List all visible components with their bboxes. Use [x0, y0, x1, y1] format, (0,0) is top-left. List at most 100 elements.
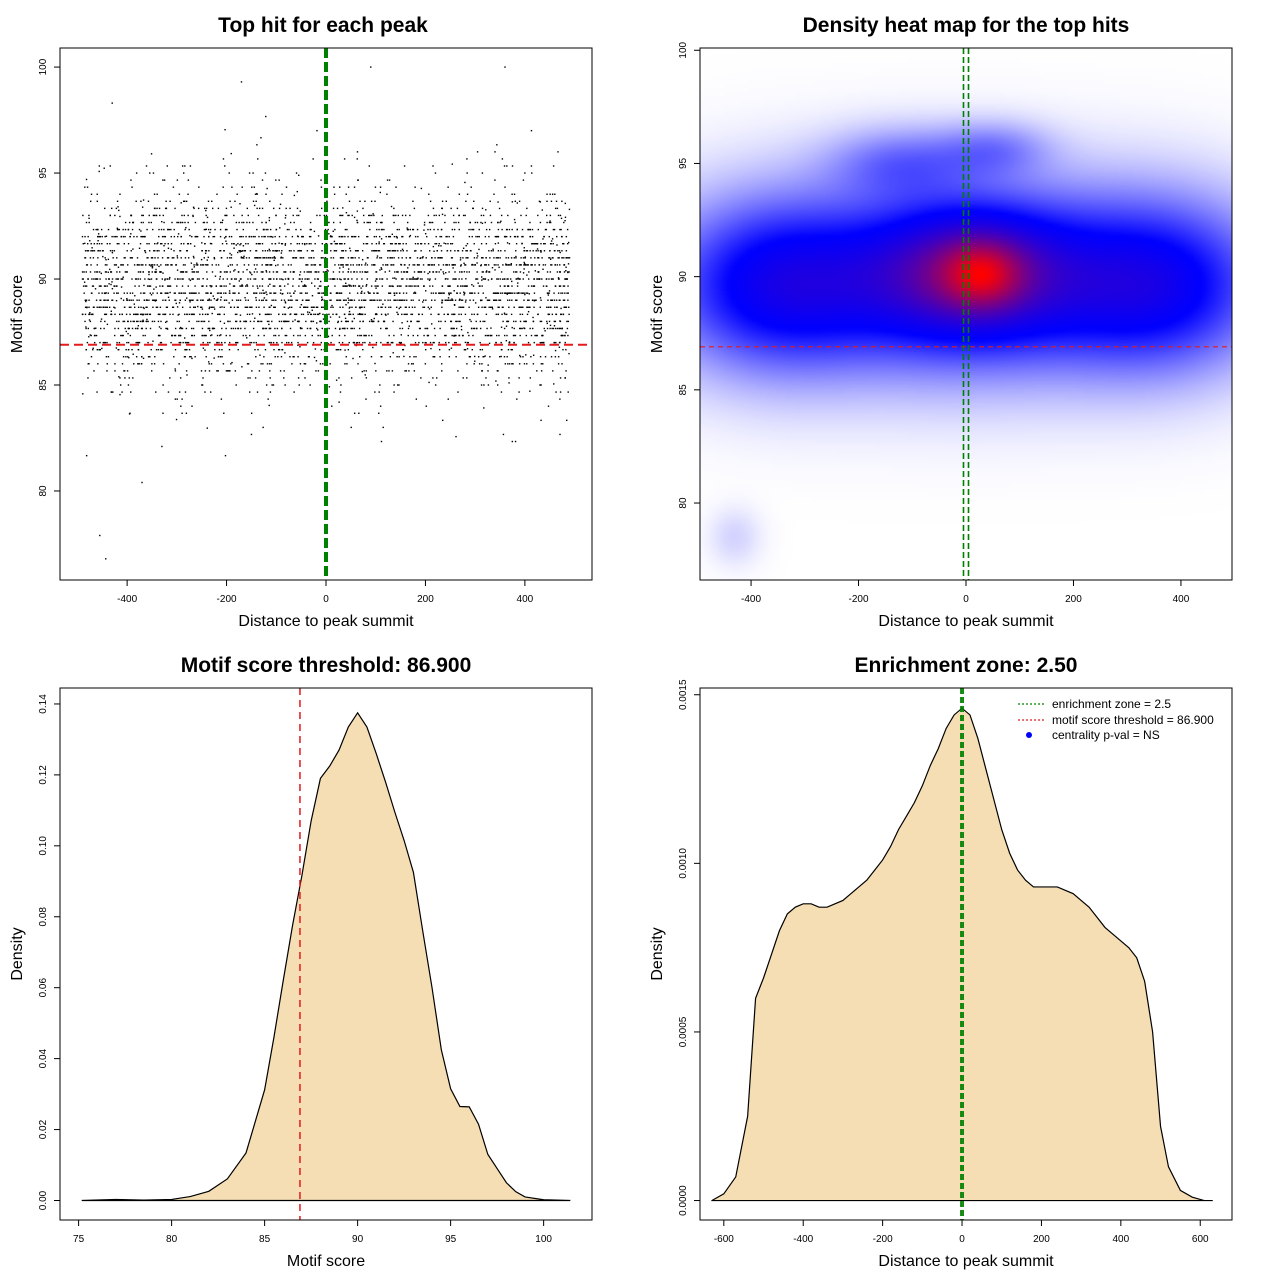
scatter-point	[148, 243, 150, 245]
scatter-point	[461, 278, 463, 280]
scatter-point	[498, 334, 500, 337]
scatter-point	[200, 370, 203, 372]
scatter-point	[374, 313, 377, 316]
scatter-point	[559, 398, 561, 400]
scatter-point	[434, 299, 436, 301]
legend-centrality-label: centrality p-val = NS	[1052, 728, 1160, 742]
scatter-point	[460, 264, 462, 266]
scatter-point	[317, 334, 319, 337]
scatter-point	[168, 285, 170, 287]
scatter-point	[88, 336, 90, 338]
scatter-point	[468, 235, 471, 238]
scatter-point	[362, 214, 365, 217]
scatter-point	[513, 306, 515, 308]
scatter-point	[444, 214, 446, 217]
scatter-point	[484, 264, 487, 266]
scatter-point	[352, 357, 354, 360]
scatter-point	[565, 331, 567, 334]
scatter-point	[429, 341, 432, 344]
scatter-point	[265, 270, 267, 272]
scatter-point	[564, 306, 566, 308]
scatter-point	[508, 228, 511, 231]
scatter-point	[227, 370, 230, 372]
scatter-point	[105, 356, 108, 358]
scatter-point	[183, 172, 185, 174]
scatter-point	[181, 292, 183, 294]
scatter-point	[527, 264, 529, 266]
scatter-point	[455, 341, 457, 344]
scatter-point	[268, 341, 271, 344]
scatter-point	[375, 341, 378, 344]
scatter-point	[239, 285, 241, 287]
scatter-point	[547, 299, 549, 301]
scatter-point	[392, 341, 394, 344]
scatter-point	[561, 250, 563, 252]
scatter-point	[535, 334, 538, 337]
score-density-title: Motif score threshold: 86.900	[181, 654, 472, 677]
scatter-point	[368, 320, 371, 323]
scatter-point	[88, 214, 90, 217]
scatter-point	[313, 356, 316, 359]
scatter-point	[245, 285, 247, 287]
scatter-point	[358, 313, 361, 316]
scatter-point	[191, 271, 193, 273]
scatter-point	[555, 299, 558, 301]
scatter-point	[269, 306, 271, 308]
scatter-point	[305, 299, 307, 301]
scatter-point	[167, 264, 169, 266]
scatter-point	[466, 348, 469, 350]
scatter-point	[429, 278, 431, 280]
scatter-point	[297, 356, 299, 358]
scatter-point	[240, 235, 242, 238]
scatter-point	[485, 243, 488, 245]
scatter-point	[170, 341, 172, 344]
scatter-point	[371, 243, 373, 245]
scatter-point	[343, 243, 346, 245]
scatter-point	[234, 327, 237, 330]
scatter-point	[325, 243, 327, 245]
scatter-point	[246, 337, 248, 339]
scatter-point	[396, 228, 399, 231]
scatter-point	[376, 292, 378, 294]
scatter-point	[258, 306, 260, 308]
scatter-point	[500, 391, 503, 393]
scatter-point	[320, 285, 322, 287]
scatter-point	[85, 299, 88, 301]
scatter-point	[469, 318, 471, 321]
scatter-point	[166, 257, 169, 259]
scatter-point	[289, 207, 291, 210]
scatter-point	[168, 299, 170, 301]
scatter-point	[409, 228, 412, 231]
scatter-point	[506, 356, 508, 358]
scatter-point	[273, 278, 275, 280]
scatter-point	[502, 320, 504, 323]
scatter-point	[147, 257, 149, 259]
scatter-point	[228, 341, 231, 344]
scatter-point	[167, 292, 169, 294]
scatter-point	[281, 193, 283, 195]
scatter-point	[336, 207, 339, 210]
scatter-point	[111, 288, 114, 290]
scatter-point	[193, 257, 195, 259]
scatter-point	[518, 292, 520, 294]
scatter-point	[451, 243, 454, 245]
scatter-point	[459, 298, 461, 300]
scatter-point	[381, 228, 383, 231]
scatter-point	[84, 242, 86, 245]
scatter-point	[406, 227, 408, 229]
scatter-point	[119, 384, 122, 386]
scatter-point	[89, 334, 91, 336]
scatter-point	[196, 271, 198, 273]
scatter-point	[306, 278, 308, 280]
scatter-point	[360, 334, 363, 337]
scatter-point	[406, 299, 408, 301]
scatter-point	[341, 250, 343, 252]
scatter-point	[221, 306, 223, 308]
scatter-point	[269, 200, 271, 203]
scatter-point	[280, 299, 283, 301]
scatter-point	[208, 250, 210, 252]
scatter-point	[273, 299, 275, 301]
scatter-point	[290, 243, 292, 245]
scatter-point	[299, 274, 301, 276]
scatter-point	[464, 181, 466, 184]
